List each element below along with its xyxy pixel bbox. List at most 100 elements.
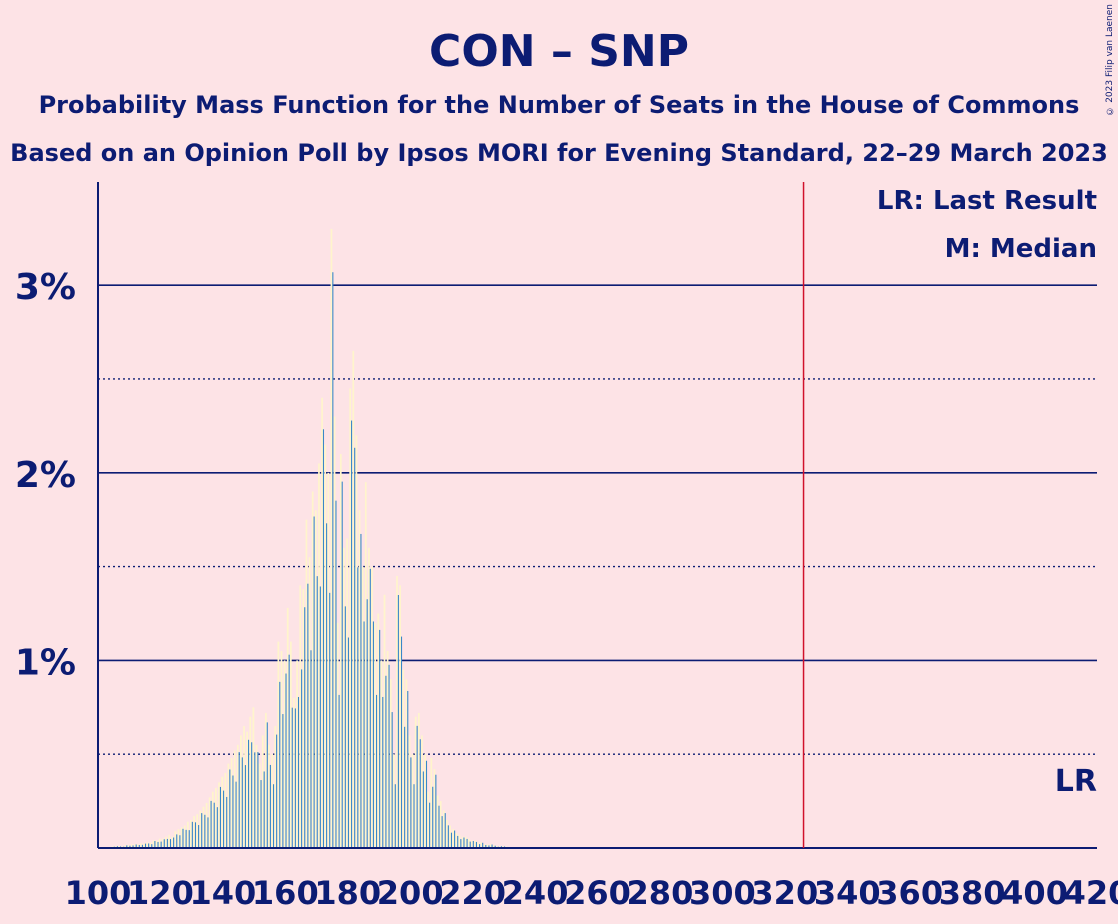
bar-light-120 — [158, 838, 161, 848]
bar-116 — [148, 843, 150, 848]
bar-light-178 — [339, 454, 342, 848]
bar-165 — [301, 669, 303, 848]
bar-202 — [416, 725, 418, 848]
bar-199 — [407, 690, 409, 848]
bar-183 — [357, 567, 359, 848]
bar-109 — [126, 845, 128, 848]
bar-light-176 — [333, 416, 336, 848]
bar-150 — [254, 752, 256, 848]
bar-162 — [291, 707, 293, 848]
bar-141 — [226, 796, 228, 848]
bar-light-177 — [336, 622, 339, 848]
bar-light-183 — [355, 435, 358, 848]
bar-light-153 — [261, 735, 264, 848]
bar-light-128 — [183, 825, 186, 848]
bar-207 — [432, 786, 434, 848]
bar-light-182 — [352, 350, 355, 848]
bar-174 — [329, 592, 331, 848]
bar-light-139 — [218, 782, 220, 848]
bar-213 — [450, 832, 453, 848]
x-tick-label-380: 380 — [939, 874, 1006, 912]
bar-194 — [391, 712, 393, 848]
bar-light-175 — [330, 228, 333, 848]
bar-200 — [410, 757, 412, 848]
bar-light-113 — [137, 844, 139, 848]
bar-light-117 — [149, 842, 152, 848]
bar-218 — [466, 838, 468, 848]
bar-light-204 — [421, 735, 423, 848]
bar-light-144 — [233, 750, 236, 848]
bar-light-220 — [471, 840, 473, 848]
bar-light-170 — [314, 510, 317, 848]
bar-light-136 — [208, 797, 211, 848]
bar-173 — [326, 523, 328, 848]
bar-195 — [394, 784, 396, 848]
bar-143 — [232, 775, 234, 848]
bar-211 — [444, 813, 446, 848]
bar-138 — [216, 807, 218, 848]
bar-light-194 — [389, 679, 392, 848]
bar-117 — [151, 844, 153, 848]
bar-112 — [135, 844, 137, 848]
bar-light-191 — [380, 660, 383, 848]
x-tick-label-320: 320 — [751, 874, 818, 912]
bar-163 — [294, 708, 296, 848]
chart-subtitle-1: Probability Mass Function for the Number… — [39, 91, 1080, 119]
bar-light-146 — [240, 735, 242, 848]
bar-light-132 — [196, 814, 199, 848]
last-result-label: LR — [1055, 764, 1097, 799]
bar-210 — [441, 816, 443, 848]
bar-light-122 — [165, 836, 167, 848]
bar-130 — [191, 821, 193, 848]
bar-196 — [397, 595, 399, 848]
bar-light-125 — [174, 831, 177, 848]
bar-light-216 — [458, 834, 461, 848]
chart-title: CON – SNP — [429, 26, 689, 77]
bar-light-198 — [402, 669, 405, 848]
bar-204 — [422, 771, 424, 848]
legend-median: M: Median — [945, 234, 1097, 264]
bar-111 — [132, 845, 134, 848]
bar-light-149 — [249, 716, 252, 848]
bar-light-116 — [146, 842, 149, 848]
bar-light-217 — [461, 836, 464, 848]
bar-light-111 — [130, 844, 133, 848]
bar-light-115 — [143, 843, 145, 848]
bar-light-140 — [221, 776, 224, 848]
bar-171 — [319, 586, 321, 848]
bar-light-206 — [427, 791, 430, 848]
bar-223 — [482, 842, 484, 848]
x-tick-label-280: 280 — [627, 874, 694, 912]
bar-110 — [129, 845, 131, 848]
bar-137 — [213, 802, 215, 848]
bar-126 — [179, 835, 181, 848]
bar-light-158 — [277, 641, 280, 848]
bar-light-172 — [321, 397, 323, 848]
bar-164 — [297, 696, 300, 848]
bar-215 — [457, 835, 459, 848]
x-tick-label-360: 360 — [876, 874, 943, 912]
bar-light-166 — [302, 589, 305, 848]
bar-light-129 — [186, 821, 189, 848]
bar-light-118 — [152, 840, 155, 848]
legend-last-result: LR: Last Result — [877, 186, 1097, 216]
bar-light-180 — [346, 538, 348, 848]
bar-184 — [360, 533, 362, 848]
bar-light-141 — [224, 772, 227, 848]
bar-light-223 — [480, 842, 483, 848]
bar-light-186 — [364, 482, 367, 848]
bar-227 — [494, 845, 496, 848]
bar-light-137 — [211, 791, 214, 848]
bar-light-152 — [258, 763, 261, 848]
bar-light-171 — [318, 463, 320, 848]
bar-light-110 — [127, 845, 130, 848]
bar-128 — [185, 829, 187, 848]
bar-175 — [332, 272, 334, 849]
bar-192 — [385, 675, 387, 848]
bar-light-211 — [442, 810, 445, 848]
bar-198 — [404, 726, 406, 848]
y-tick-label-2: 2% — [15, 455, 76, 496]
bar-light-219 — [467, 838, 470, 848]
bar-light-123 — [168, 834, 170, 848]
bar-light-151 — [255, 744, 258, 848]
